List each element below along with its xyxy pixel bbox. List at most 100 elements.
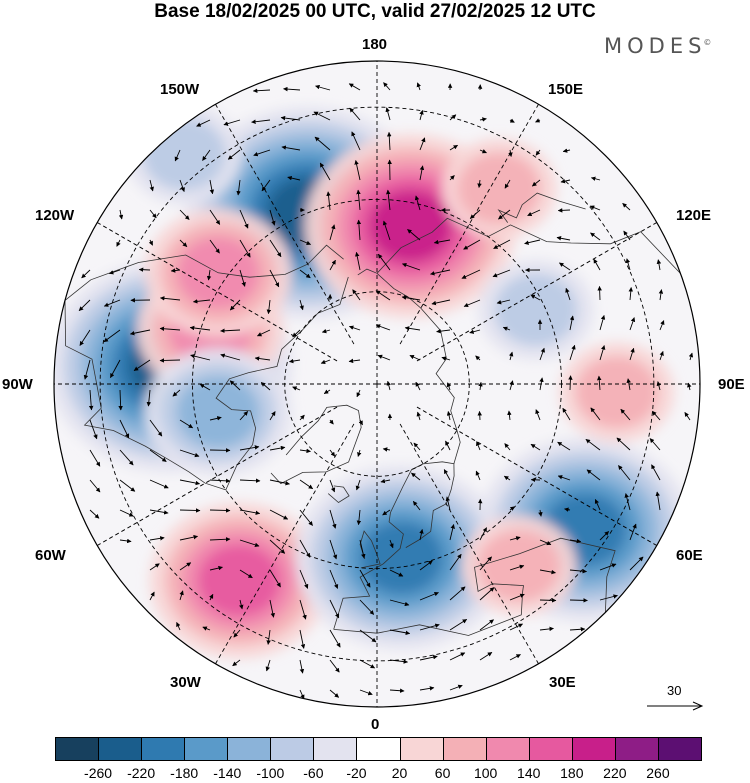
colorbar-segment-8	[399, 737, 444, 761]
wind-arrow-255	[269, 509, 289, 520]
wind-arrow-239	[380, 478, 391, 484]
colorbar-segment-7	[356, 737, 401, 761]
wind-arrow-159	[475, 355, 481, 361]
wind-arrow-85	[623, 230, 631, 241]
wind-arrow-180	[478, 381, 483, 391]
lon-label-120e: 120E	[676, 207, 712, 224]
lon-label-150w: 150W	[160, 81, 200, 98]
colorbar-tick-label: -180	[170, 765, 199, 781]
wind-arrow-283	[539, 539, 552, 546]
wind-arrow-225	[557, 441, 571, 451]
lon-label-60e: 60E	[676, 547, 703, 564]
wind-arrow-167	[88, 389, 94, 411]
wind-arrow-261	[445, 496, 451, 511]
colorbar-segment-10	[485, 737, 530, 761]
wind-arrow-317	[539, 598, 557, 603]
wind-arrow-72	[239, 239, 251, 258]
wind-arrow-86	[81, 269, 91, 279]
wind-arrow-8	[196, 119, 211, 127]
wind-arrow-102	[559, 262, 571, 271]
wind-arrow-339	[389, 659, 409, 664]
wind-arrow-109	[159, 296, 181, 301]
wind-arrow-146	[83, 359, 91, 380]
wind-arrow-307	[239, 599, 244, 610]
wind-arrow-118	[431, 299, 451, 306]
wind-arrow-29	[449, 144, 458, 151]
wind-arrow-195	[299, 414, 305, 421]
wind-arrow-248	[651, 464, 661, 481]
wind-arrow-302	[599, 563, 617, 571]
wind-arrow-49	[590, 176, 601, 181]
wind-vectors	[78, 82, 694, 700]
wind-arrow-143	[599, 314, 606, 331]
wind-arrow-166	[688, 352, 694, 361]
wind-arrow-308	[269, 599, 275, 618]
wind-arrow-17	[479, 117, 487, 122]
wind-arrow-280	[449, 524, 455, 541]
wind-arrow-208	[684, 412, 691, 421]
wind-arrow-314	[449, 586, 466, 601]
wind-arrow-185	[626, 378, 631, 391]
anomaly-contour-pos-12-2	[457, 152, 541, 225]
wind-arrow-322	[233, 629, 241, 638]
wind-arrow-4	[383, 82, 391, 91]
wind-arrow-177	[386, 380, 391, 391]
wind-arrow-131	[220, 328, 241, 334]
brand-name: MODES	[604, 34, 707, 58]
wind-arrow-110	[192, 299, 211, 304]
wind-arrow-211	[149, 449, 167, 462]
colorbar-segment-1	[98, 737, 143, 761]
wind-arrow-128	[129, 329, 151, 336]
map-title: Base 18/02/2025 00 UTC, valid 27/02/2025…	[154, 1, 596, 22]
wind-arrow-337	[329, 659, 340, 673]
wind-arrow-43	[419, 165, 425, 181]
wind-arrow-25	[314, 136, 331, 151]
wind-arrow-175	[323, 389, 331, 394]
wind-arrow-48	[560, 178, 571, 184]
wind-arrow-120	[496, 299, 511, 305]
lon-label-120w: 120W	[35, 207, 75, 224]
wind-arrow-345	[329, 689, 340, 698]
latitude-circle-50	[191, 198, 563, 570]
lon-label-30w: 30W	[170, 674, 201, 691]
wind-arrow-342	[479, 652, 493, 661]
wind-arrow-326	[359, 629, 377, 643]
wind-arrow-285	[599, 531, 610, 541]
wind-arrow-272	[209, 537, 231, 542]
wind-arrow-311	[359, 599, 375, 615]
wind-arrow-90	[206, 269, 212, 281]
wind-arrow-171	[199, 383, 211, 391]
wind-arrow-73	[269, 239, 282, 258]
wind-arrow-135	[348, 325, 361, 331]
lon-label-0: 0	[371, 716, 380, 733]
wind-arrow-53	[209, 209, 221, 225]
wind-arrow-0	[252, 88, 271, 94]
wind-arrow-165	[659, 350, 664, 361]
wind-arrow-190	[149, 419, 163, 437]
wind-arrow-296	[419, 560, 433, 571]
wind-arrow-335	[265, 659, 271, 672]
wind-arrow-278	[389, 539, 394, 549]
reference-arrow-svg	[647, 701, 704, 711]
wind-arrow-265	[564, 507, 571, 512]
wind-arrow-83	[556, 236, 571, 241]
colorbar-tick-label: -140	[213, 765, 242, 781]
wind-arrow-246	[586, 469, 601, 481]
wind-arrow-321	[202, 626, 211, 631]
wind-arrow-152	[254, 356, 271, 361]
wind-arrow-15	[419, 109, 424, 121]
wind-arrow-219	[382, 447, 391, 452]
wind-arrow-216	[299, 448, 311, 454]
wind-arrow-58	[356, 189, 361, 211]
wind-arrow-16	[449, 114, 457, 121]
wind-arrow-125	[658, 289, 664, 301]
anomaly-contour-neg-5-3	[176, 376, 260, 449]
wind-arrow-194	[269, 411, 276, 421]
coastline-2	[333, 461, 455, 630]
wind-arrow-209	[89, 449, 101, 467]
wind-arrow-333	[569, 627, 586, 632]
reference-vector-label: 30	[667, 683, 682, 698]
wind-arrow-46	[504, 179, 511, 189]
wind-arrow-188	[89, 419, 98, 440]
anomaly-contour-pos-1-5	[369, 190, 452, 263]
